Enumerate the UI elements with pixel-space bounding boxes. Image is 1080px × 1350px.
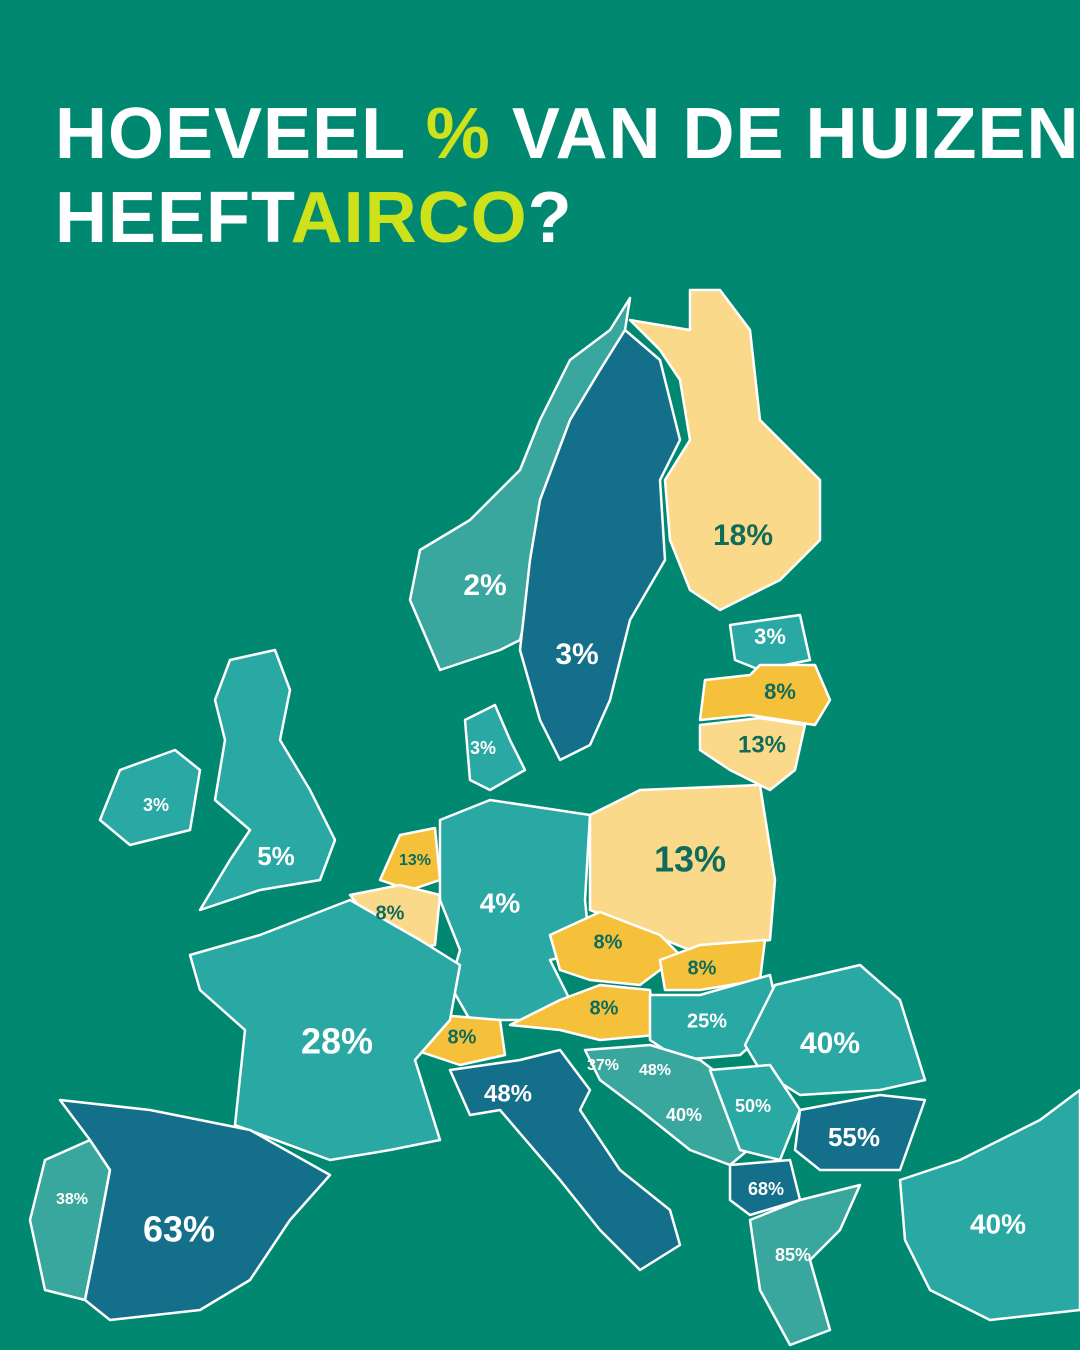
macedonia [728, 1158, 802, 1217]
title-text: ? [527, 178, 573, 258]
italy [448, 1048, 682, 1272]
region-label: 18% [713, 519, 773, 552]
title-text: HOEVEEL [55, 94, 426, 174]
region-label: 40% [666, 1105, 702, 1125]
region-label: 8% [594, 931, 623, 953]
region-label: 13% [399, 852, 431, 869]
sweden [518, 328, 682, 762]
latvia [698, 663, 832, 727]
denmark [463, 703, 527, 792]
title-text: HEEFT [55, 178, 291, 258]
region-label: 3% [143, 795, 169, 815]
region-label: 68% [748, 1179, 784, 1199]
region-label: 8% [376, 902, 405, 924]
region-label: 4% [480, 887, 521, 918]
title-highlight: % [425, 94, 491, 174]
region-label: 55% [828, 1122, 880, 1152]
region-label: 38% [56, 1191, 88, 1208]
uk [198, 648, 337, 912]
bulgaria [793, 1093, 927, 1172]
greece [748, 1183, 862, 1347]
region-label: 3% [754, 624, 786, 649]
czechia [548, 910, 682, 987]
region-label: 63% [143, 1209, 215, 1250]
region-label: 13% [654, 839, 726, 880]
title-text: VAN DE HUIZEN [490, 94, 1080, 174]
region-label: 85% [775, 1245, 811, 1265]
title-highlight: AIRCO [290, 178, 528, 258]
turkey [898, 1088, 1080, 1322]
region-label: 8% [590, 997, 619, 1019]
serbia [708, 1063, 802, 1162]
romania [743, 963, 927, 1097]
spain [58, 1098, 332, 1322]
finland [628, 288, 822, 612]
region-label: 3% [555, 638, 598, 671]
region-label: 25% [687, 1010, 727, 1032]
region-label: 40% [970, 1208, 1026, 1239]
region-label: 8% [764, 679, 796, 704]
region-label: 5% [257, 841, 295, 871]
region-label: 48% [639, 1062, 671, 1079]
region-label: 8% [448, 1026, 477, 1048]
region-label: 50% [735, 1096, 771, 1116]
region-label: 40% [800, 1027, 860, 1060]
region-label: 3% [470, 738, 496, 758]
region-label: 2% [463, 569, 506, 602]
region-label: 37% [587, 1057, 619, 1074]
ireland [98, 748, 202, 847]
france [188, 898, 462, 1162]
region-label: 8% [688, 957, 717, 979]
region-label: 48% [484, 1080, 532, 1107]
netherlands [378, 826, 442, 892]
region-label: 13% [738, 731, 786, 758]
region-label: 28% [301, 1021, 373, 1062]
lithuania [698, 716, 807, 792]
title: HOEVEEL % VAN DE HUIZEN HEEFTAIRCO? [55, 92, 1080, 260]
